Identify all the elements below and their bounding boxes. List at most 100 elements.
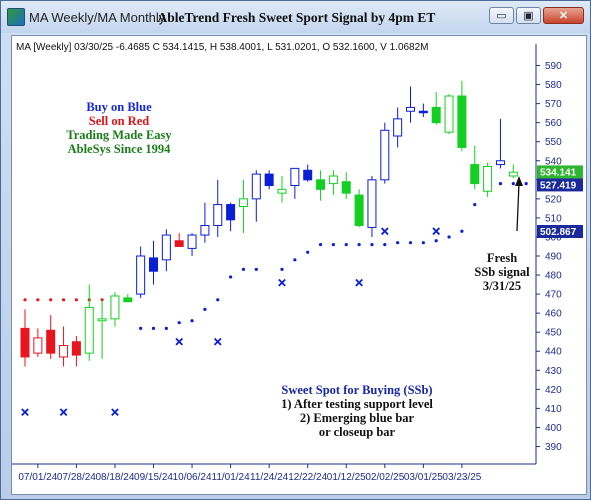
candle-body [290, 167, 300, 187]
candle-body [406, 106, 415, 112]
candle [495, 118, 505, 169]
candle [354, 189, 364, 228]
candle [226, 202, 236, 232]
support-dot-blue [473, 202, 477, 207]
support-dot-blue [293, 258, 297, 262]
candle [303, 164, 313, 182]
x-mark [432, 227, 441, 236]
y-tick-label: 410 [545, 404, 562, 415]
candle [59, 326, 69, 367]
candle [393, 107, 403, 148]
annotation-ssb: SSb signal [474, 265, 530, 279]
x-mark-stroke [21, 408, 29, 417]
candle-body [84, 306, 94, 354]
plot-frame[interactable]: 3904004104204304404504604704804905005105… [11, 35, 587, 495]
candle [46, 315, 56, 359]
x-tick-label: 02/02/25 [365, 472, 404, 483]
candle [431, 92, 441, 125]
candle [136, 246, 146, 298]
price-chart[interactable]: 3904004104204304404504604704804905005105… [12, 36, 586, 494]
x-mark-stroke [175, 337, 184, 346]
candle-body [33, 337, 43, 354]
support-dot-red [61, 298, 66, 302]
support-dot-blue [447, 235, 451, 239]
candle [470, 145, 480, 190]
y-tick-label: 440 [545, 347, 562, 358]
candle [33, 328, 43, 357]
y-tick-label: 420 [545, 385, 562, 396]
app-icon [7, 8, 25, 26]
candle-body [174, 240, 184, 247]
candle [84, 284, 94, 361]
candle [277, 176, 287, 203]
candle [213, 179, 223, 237]
support-dot-red [74, 298, 78, 302]
x-mark-stroke [432, 227, 441, 236]
y-tick-label: 520 [545, 194, 562, 205]
candle-body [367, 179, 377, 228]
x-tick-label: 11/24/24 [250, 472, 289, 483]
support-dot-blue [151, 326, 156, 330]
candle-body [200, 225, 210, 236]
x-mark [213, 337, 222, 346]
support-dot-blue [498, 182, 503, 186]
candle [71, 336, 81, 367]
title-bar[interactable]: MA Weekly/MA Monthly AbleTrend Fresh Swe… [1, 1, 590, 33]
y-tick-label: 590 [545, 61, 562, 72]
candle [200, 202, 210, 243]
candle-body [431, 106, 441, 124]
candle [238, 179, 248, 234]
y-tick-label: 430 [545, 366, 562, 377]
y-tick-label: 550 [545, 137, 562, 148]
candle [174, 233, 184, 247]
candles [20, 80, 518, 367]
support-dot-blue [511, 182, 515, 186]
close-button[interactable]: ✕ [543, 7, 584, 24]
candle [380, 122, 390, 184]
x-mark-stroke [278, 278, 286, 287]
support-dot-blue [434, 239, 438, 243]
x-mark [59, 408, 68, 417]
candle-body [251, 173, 261, 200]
candle [341, 172, 351, 199]
y-tick-label: 570 [545, 99, 562, 110]
annotation-buy: Buy on Blue [86, 100, 152, 114]
x-tick-label: 07/28/24 [57, 472, 96, 483]
support-dot-blue [177, 321, 181, 325]
restore-icon: ▣ [523, 10, 534, 22]
support-dot-blue [164, 326, 168, 330]
candle-body [46, 329, 56, 354]
annotation-sell: Sell on Red [89, 114, 149, 128]
candle-body [226, 204, 236, 221]
support-dot-blue [383, 242, 387, 247]
candle [508, 164, 518, 178]
candle-body [264, 173, 274, 187]
y-tick-label: 470 [545, 290, 562, 301]
minimize-button[interactable]: ▭ [489, 7, 514, 24]
annotation-since: AbleSys Since 1994 [68, 142, 172, 156]
signal-arrow-shaft [516, 182, 520, 232]
sweet-spot-rule-1: 1) After testing support level [281, 397, 433, 411]
support-dot-blue [318, 242, 323, 247]
candle-body [187, 234, 197, 249]
candle-body [316, 179, 326, 190]
support-dot-blue [408, 241, 413, 245]
window-title: MA Weekly/MA Monthly [29, 10, 166, 25]
price-label: 502.867 [537, 224, 583, 238]
support-dot-blue [139, 326, 143, 330]
x-mark [21, 408, 29, 417]
candle [483, 162, 493, 197]
minimize-icon: ▭ [496, 10, 507, 22]
x-tick-label: 10/06/24 [173, 472, 212, 483]
price-label-text: 527.419 [540, 180, 577, 191]
candle [418, 103, 428, 117]
support-dot-blue [370, 242, 374, 247]
candle [110, 292, 120, 327]
support-dot-red [49, 298, 53, 302]
candle [161, 229, 171, 272]
candle [290, 167, 300, 199]
candle [149, 240, 158, 285]
restore-button[interactable]: ▣ [516, 7, 541, 24]
candle-body [71, 341, 81, 356]
candle [444, 94, 454, 135]
